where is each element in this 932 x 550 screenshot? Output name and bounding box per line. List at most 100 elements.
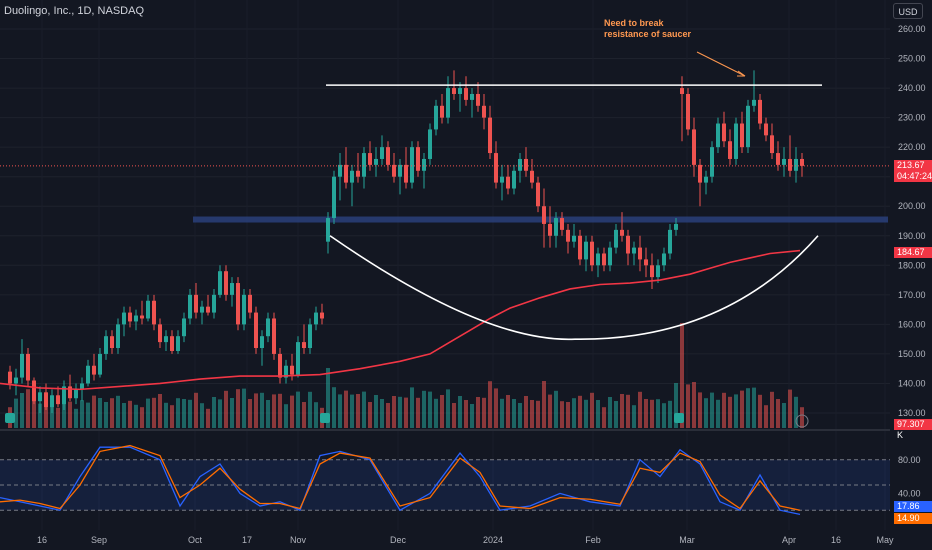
volume-bar — [734, 394, 738, 428]
candle-body — [524, 158, 528, 171]
volume-bar — [254, 393, 258, 428]
candle-body — [776, 153, 780, 165]
stoch-k-tag: 17.86 — [894, 501, 932, 512]
candle-body — [62, 386, 66, 405]
candle-body — [152, 300, 156, 325]
volume-bar — [170, 405, 174, 428]
candle-body — [452, 88, 456, 94]
candle-body — [56, 395, 60, 405]
volume-bar — [110, 398, 114, 428]
candle-body — [422, 158, 426, 171]
candle-body — [728, 141, 732, 159]
volume-bar — [488, 381, 492, 428]
candle-body — [212, 294, 216, 313]
countdown-value: 04:47:24 — [897, 171, 932, 181]
candle-body — [584, 241, 588, 260]
candle-body — [686, 93, 690, 130]
candle-body — [14, 377, 18, 384]
volume-bar — [728, 396, 732, 428]
time-tick-label: 16 — [831, 535, 841, 545]
volume-bar — [38, 403, 42, 428]
candle-body — [296, 342, 300, 375]
volume-bar — [290, 395, 294, 428]
candle-body — [80, 383, 84, 390]
volume-bar — [620, 394, 624, 428]
volume-bar — [284, 404, 288, 428]
candle-body — [614, 229, 618, 248]
candle-body — [158, 324, 162, 343]
candle-body — [386, 147, 390, 165]
candle-body — [260, 336, 264, 349]
price-tick-label: 220.00 — [898, 142, 926, 152]
annotation-text[interactable]: Need to break resistance of saucer — [604, 18, 691, 40]
volume-bar — [476, 397, 480, 428]
time-axis[interactable]: 16 Sep Oct 17 Nov Dec 2024 Feb Mar Apr 16 May — [37, 535, 894, 545]
price-tick-label: 260.00 — [898, 24, 926, 34]
candle-body — [692, 129, 696, 165]
candle-body — [620, 229, 624, 236]
volume-bar — [380, 399, 384, 428]
annotation-arrow[interactable] — [696, 51, 746, 77]
candle-body — [668, 229, 672, 254]
volume-bar — [788, 389, 792, 428]
candle-body — [302, 342, 306, 349]
candle-body — [608, 247, 612, 266]
candle-body — [632, 247, 636, 254]
candle-body — [530, 170, 534, 183]
candle-body — [494, 153, 498, 183]
time-tick-label: Mar — [679, 535, 695, 545]
candle-body — [74, 389, 78, 399]
volume-bar — [758, 394, 762, 428]
time-tick-label: Feb — [585, 535, 601, 545]
candle-body — [254, 312, 258, 349]
earnings-icon — [674, 413, 684, 423]
candle-body — [200, 306, 204, 313]
candle-body — [740, 123, 744, 148]
candle-body — [20, 353, 24, 378]
candle-body — [602, 253, 606, 266]
volume-bar — [746, 388, 750, 428]
candle-body — [32, 380, 36, 402]
volume-bar — [158, 394, 162, 428]
candle-body — [800, 158, 804, 166]
volume-bar — [26, 389, 30, 428]
event-icons[interactable] — [5, 413, 809, 428]
volume-bar — [14, 398, 18, 428]
volume-bar — [482, 397, 486, 428]
volume-bar — [266, 400, 270, 428]
stochastic-lines — [0, 444, 890, 516]
volume-bar — [356, 394, 360, 428]
volume-bar — [572, 398, 576, 428]
volume-bar — [416, 397, 420, 428]
time-tick-label: Apr — [782, 535, 796, 545]
candle-body — [128, 312, 132, 322]
currency-button[interactable]: USD — [893, 3, 923, 19]
symbol-title[interactable]: Duolingo, Inc., 1D, NASDAQ — [4, 5, 145, 17]
volume-bar — [566, 402, 570, 428]
volume-bar — [422, 390, 426, 428]
earnings-icon — [5, 413, 15, 423]
volume-bar — [434, 398, 438, 428]
volume-bar — [272, 394, 276, 428]
candle-body — [398, 164, 402, 177]
volume-bar — [56, 407, 60, 428]
time-tick-label: 17 — [242, 535, 252, 545]
candle-body — [476, 93, 480, 106]
volume-bar — [638, 391, 642, 428]
volume-bar — [506, 395, 510, 428]
candle-body — [644, 259, 648, 266]
volume-bar — [770, 391, 774, 428]
candle-body — [224, 271, 228, 295]
volume-bar — [578, 395, 582, 428]
volume-bar — [188, 399, 192, 428]
volume-bar — [146, 398, 150, 428]
volume-bar — [92, 395, 96, 428]
volume-bar — [656, 399, 660, 428]
saucer-arc[interactable] — [329, 235, 819, 341]
candle-body — [308, 324, 312, 349]
volume-bar — [494, 388, 498, 428]
candle-body — [734, 123, 738, 159]
candle-body — [590, 241, 594, 266]
price-tick-label: 170.00 — [898, 290, 926, 300]
